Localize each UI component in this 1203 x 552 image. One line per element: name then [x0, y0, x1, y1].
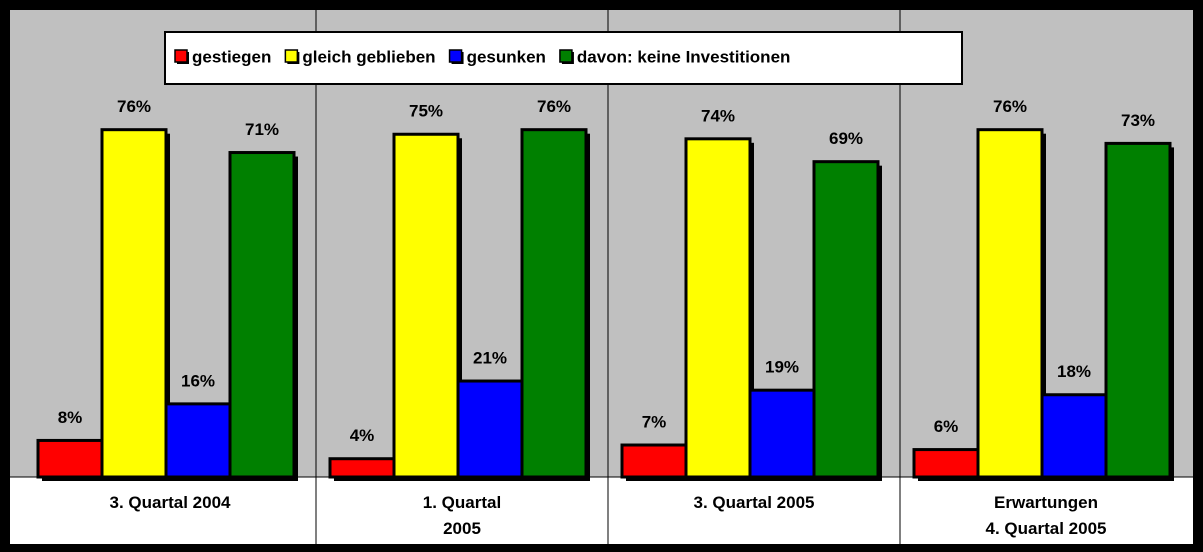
- legend-label: davon: keine Investitionen: [577, 47, 791, 66]
- data-label: 71%: [245, 120, 279, 139]
- data-label: 4%: [350, 426, 375, 445]
- data-label: 69%: [829, 129, 863, 148]
- data-label: 76%: [537, 97, 571, 116]
- data-label: 76%: [993, 97, 1027, 116]
- bar: [912, 448, 980, 479]
- legend-label: gesunken: [467, 47, 546, 66]
- bar: [1104, 141, 1172, 479]
- bar: [812, 160, 880, 479]
- legend-swatch: [284, 49, 299, 63]
- data-label: 18%: [1057, 362, 1091, 381]
- bar: [620, 443, 688, 479]
- bar: [684, 137, 752, 479]
- bar: [456, 379, 524, 479]
- data-label: 8%: [58, 408, 83, 427]
- bar: [228, 151, 296, 479]
- x-tick-label: 1. Quartal 2005: [422, 493, 502, 538]
- bar: [36, 438, 104, 479]
- bar: [976, 128, 1044, 479]
- data-label: 21%: [473, 349, 507, 368]
- legend-swatch: [559, 49, 573, 63]
- x-tick-label: Erwartungen 4. Quartal 2005: [985, 493, 1107, 538]
- data-label: 74%: [701, 106, 735, 125]
- legend-label: gleich geblieben: [302, 47, 435, 66]
- data-label: 73%: [1121, 111, 1155, 130]
- x-tick-label: 3. Quartal 2004: [109, 493, 231, 512]
- data-label: 19%: [765, 358, 799, 377]
- bar: [392, 132, 460, 479]
- bar: [100, 128, 168, 479]
- bar: [1040, 393, 1108, 479]
- data-label: 7%: [642, 412, 667, 431]
- bar: [164, 402, 232, 479]
- data-label: 6%: [934, 417, 959, 436]
- bar: [748, 388, 816, 479]
- data-label: 16%: [181, 371, 215, 390]
- bar: [520, 128, 588, 479]
- legend-swatch: [174, 49, 188, 63]
- bar: [328, 457, 396, 479]
- legend-swatch: [448, 49, 463, 63]
- data-label: 75%: [409, 102, 443, 121]
- legend-label: gestiegen: [192, 47, 271, 66]
- data-label: 76%: [117, 97, 151, 116]
- x-tick-label: 3. Quartal 2005: [693, 493, 815, 512]
